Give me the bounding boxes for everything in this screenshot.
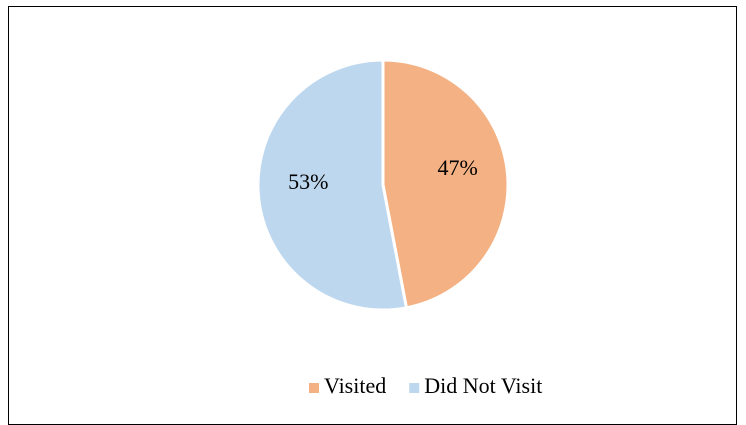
pie-slice bbox=[256, 58, 409, 312]
legend-label: Did Not Visit bbox=[424, 373, 542, 398]
pie-slice bbox=[381, 58, 510, 310]
legend-swatch bbox=[309, 383, 319, 393]
legend-label: Visited bbox=[324, 373, 386, 398]
legend-swatch bbox=[409, 383, 420, 393]
data-label: 53% bbox=[288, 169, 328, 194]
data-label: 47% bbox=[438, 155, 478, 180]
